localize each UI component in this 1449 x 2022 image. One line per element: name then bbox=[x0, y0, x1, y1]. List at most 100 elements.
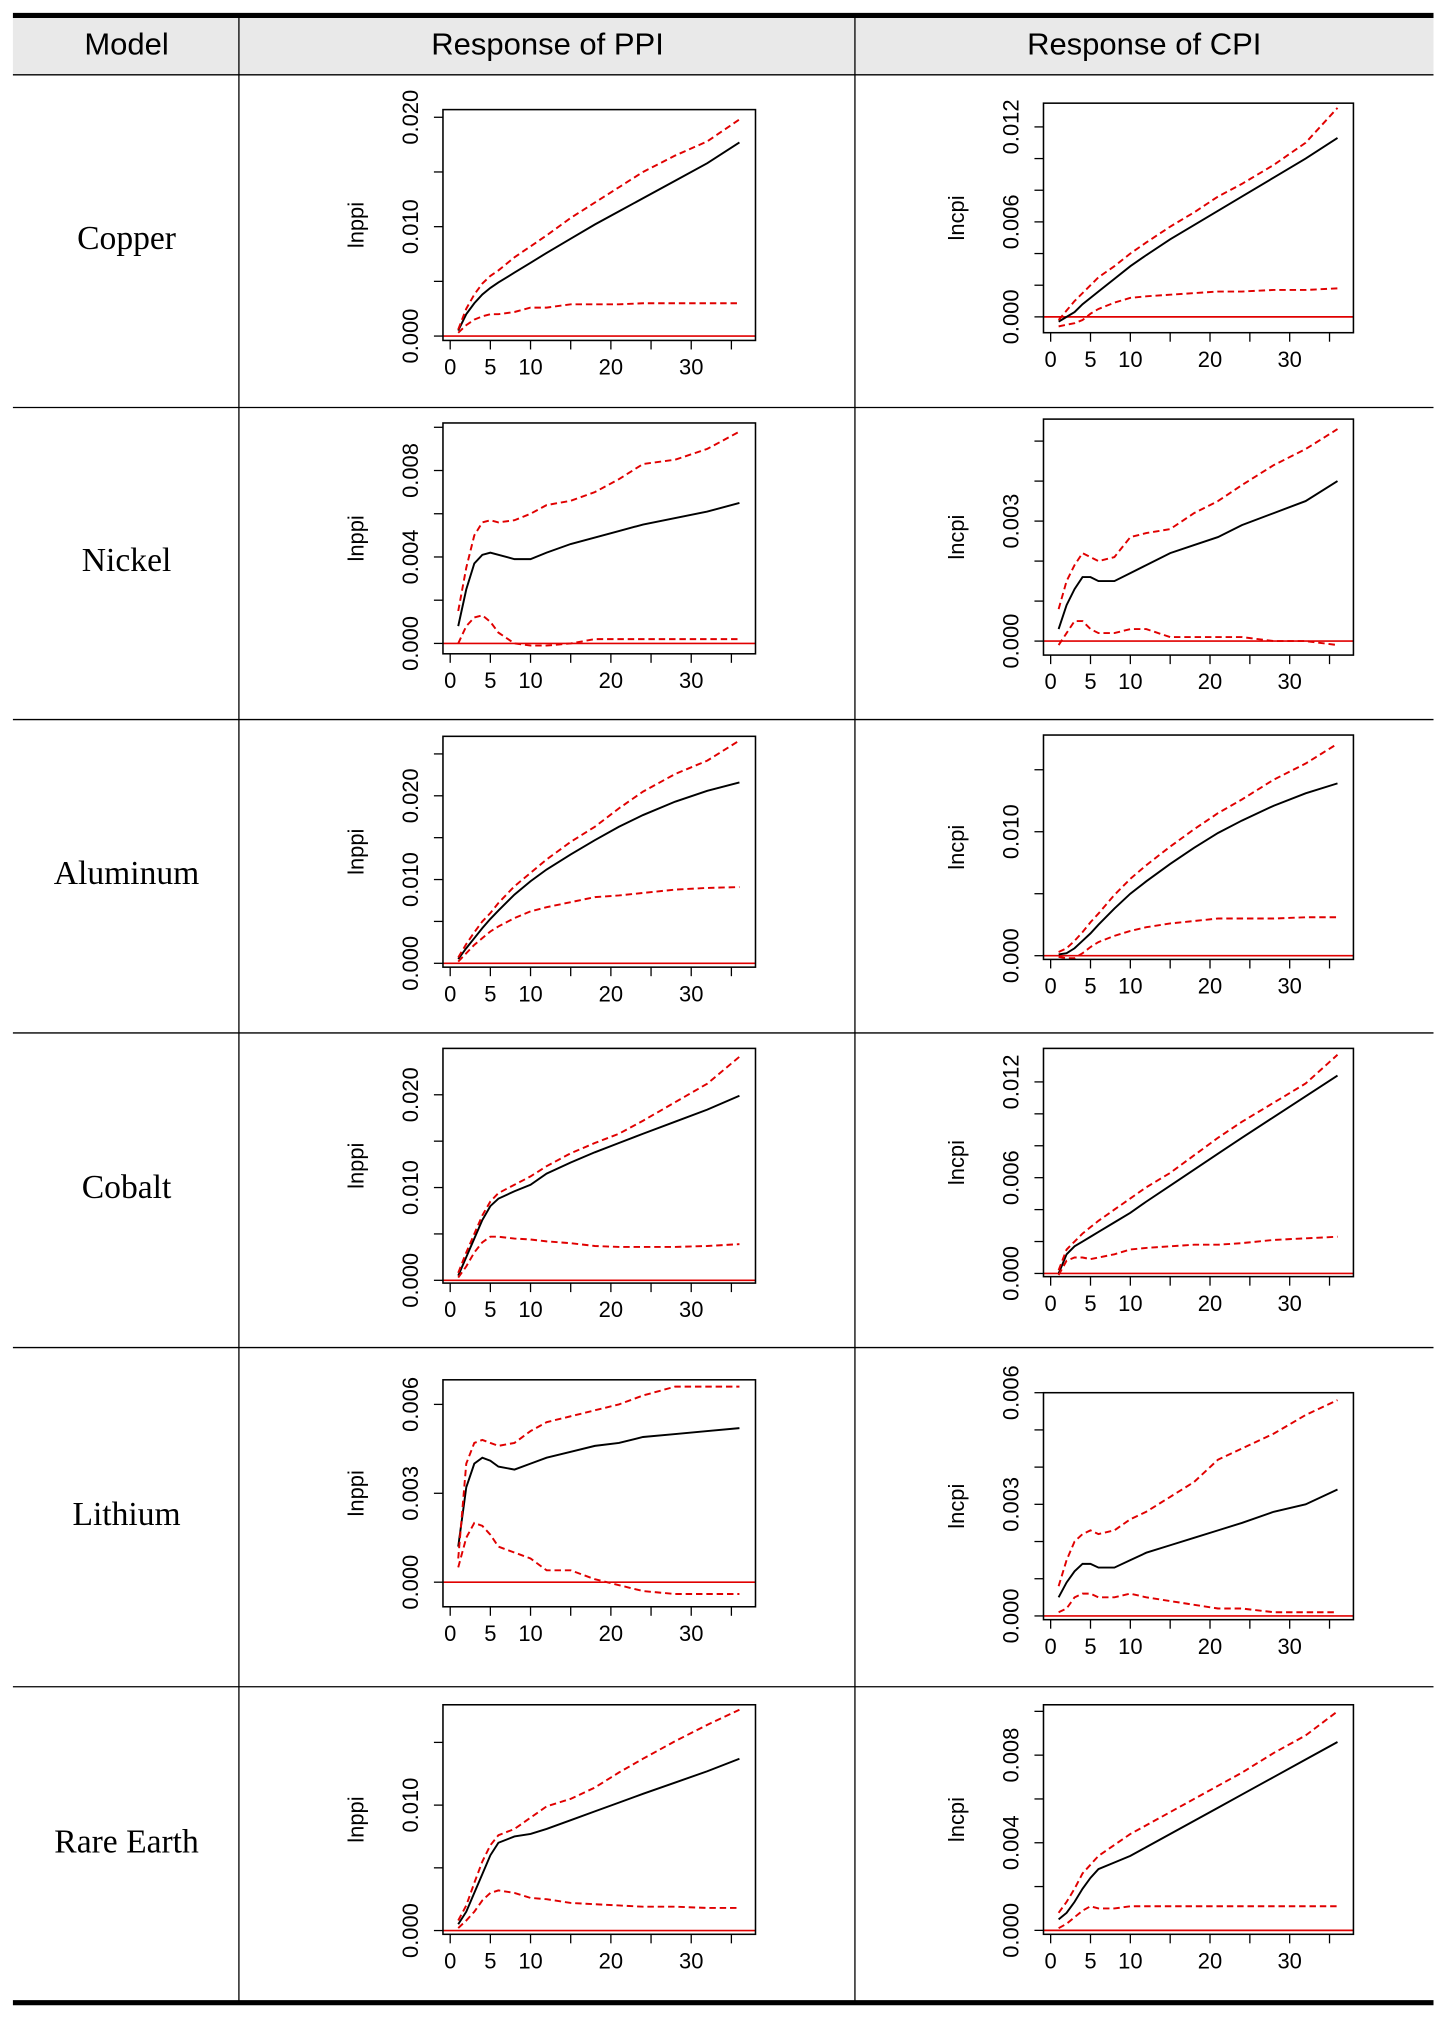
y-axis-title: lncpi bbox=[944, 825, 969, 870]
x-tick-label: 10 bbox=[518, 1297, 542, 1322]
y-axis-title: lnppi bbox=[344, 1796, 369, 1842]
x-tick-label: 20 bbox=[1198, 347, 1222, 372]
series-line bbox=[1057, 1710, 1339, 1914]
x-tick-label: 5 bbox=[1084, 1948, 1096, 1973]
series-line bbox=[457, 739, 740, 958]
y-tick-label: 0.000 bbox=[398, 936, 423, 991]
y-tick-label: 0.020 bbox=[398, 768, 423, 823]
x-tick-label: 20 bbox=[599, 1948, 623, 1973]
x-tick-label: 0 bbox=[1045, 669, 1057, 694]
y-tick-label: 0.000 bbox=[398, 1253, 423, 1308]
header-background bbox=[12, 15, 1434, 75]
series-line bbox=[457, 430, 740, 612]
series-line bbox=[457, 1055, 741, 1274]
y-tick-label: 0.012 bbox=[998, 1055, 1023, 1110]
plot-box bbox=[442, 108, 757, 342]
y-tick-label: 0.012 bbox=[998, 99, 1023, 154]
series-line bbox=[1058, 137, 1339, 323]
x-tick-label: 10 bbox=[1118, 974, 1142, 999]
series-line bbox=[1058, 1741, 1338, 1921]
plot-box bbox=[1042, 1391, 1355, 1621]
series-line bbox=[1057, 428, 1339, 610]
x-tick-label: 10 bbox=[518, 668, 542, 693]
x-tick-label: 0 bbox=[1045, 1291, 1057, 1316]
y-axis-title: lnppi bbox=[344, 515, 369, 561]
y-axis-title: lncpi bbox=[944, 1797, 969, 1842]
series-line bbox=[1057, 1074, 1339, 1274]
y-tick-label: 0.006 bbox=[998, 194, 1023, 249]
model-name: Lithium bbox=[72, 1496, 180, 1533]
y-tick-label: 0.000 bbox=[998, 1246, 1023, 1301]
plot-box bbox=[442, 1379, 757, 1608]
x-tick-label: 0 bbox=[1045, 974, 1057, 999]
y-tick-label: 0.000 bbox=[998, 614, 1023, 669]
y-tick-label: 0.000 bbox=[398, 309, 423, 364]
x-tick-label: 5 bbox=[484, 355, 496, 380]
x-tick-label: 30 bbox=[1277, 1948, 1301, 1973]
y-tick-label: 0.010 bbox=[398, 852, 423, 907]
series-line bbox=[457, 1094, 740, 1277]
x-tick-label: 20 bbox=[1198, 1948, 1222, 1973]
x-tick-label: 30 bbox=[679, 1948, 703, 1973]
header-cell: Response of CPI bbox=[1027, 27, 1261, 62]
series-line bbox=[457, 781, 740, 960]
x-tick-label: 30 bbox=[679, 981, 703, 1006]
model-name: Aluminum bbox=[54, 855, 199, 892]
y-axis-title: lncpi bbox=[944, 515, 969, 560]
model-name: Copper bbox=[77, 220, 176, 257]
x-tick-label: 10 bbox=[518, 1948, 542, 1973]
x-tick-label: 20 bbox=[1198, 1291, 1222, 1316]
x-tick-label: 5 bbox=[1084, 347, 1096, 372]
y-tick-label: 0.008 bbox=[398, 443, 423, 498]
x-tick-label: 10 bbox=[518, 981, 542, 1006]
y-axis-title: lncpi bbox=[944, 1484, 969, 1529]
series-line bbox=[1057, 1488, 1338, 1598]
x-tick-label: 30 bbox=[679, 1297, 703, 1322]
x-tick-label: 0 bbox=[444, 1948, 456, 1973]
x-tick-label: 0 bbox=[444, 1297, 456, 1322]
y-axis-title: lncpi bbox=[944, 1140, 969, 1185]
x-tick-label: 10 bbox=[1118, 1948, 1142, 1973]
series-line bbox=[457, 141, 740, 332]
plot-box bbox=[1042, 418, 1355, 656]
model-name: Nickel bbox=[82, 542, 171, 579]
x-tick-label: 30 bbox=[1277, 347, 1301, 372]
y-tick-label: 0.004 bbox=[398, 530, 423, 585]
x-tick-label: 0 bbox=[444, 1621, 456, 1646]
x-tick-label: 5 bbox=[1084, 669, 1096, 694]
plot-box bbox=[442, 735, 757, 968]
x-tick-label: 5 bbox=[484, 981, 496, 1006]
x-tick-label: 20 bbox=[599, 668, 623, 693]
series-line bbox=[1058, 742, 1339, 953]
series-line bbox=[457, 1385, 740, 1559]
y-axis-title: lnppi bbox=[344, 829, 369, 875]
y-tick-label: 0.003 bbox=[398, 1466, 423, 1521]
plot-box bbox=[1042, 1047, 1355, 1278]
x-tick-label: 5 bbox=[484, 1948, 496, 1973]
y-tick-label: 0.000 bbox=[398, 1555, 423, 1610]
x-tick-label: 5 bbox=[1084, 974, 1096, 999]
x-tick-label: 5 bbox=[1084, 1634, 1096, 1659]
x-tick-label: 5 bbox=[484, 1297, 496, 1322]
series-line bbox=[1058, 1592, 1338, 1614]
x-tick-label: 30 bbox=[679, 1621, 703, 1646]
series-line bbox=[457, 1521, 740, 1595]
x-tick-label: 30 bbox=[1277, 1291, 1301, 1316]
header-cell: Model bbox=[84, 27, 168, 62]
y-tick-label: 0.010 bbox=[398, 1778, 423, 1833]
series-line bbox=[457, 614, 740, 647]
series-line bbox=[1057, 1399, 1338, 1587]
y-tick-label: 0.020 bbox=[398, 90, 423, 145]
series-line bbox=[457, 118, 740, 330]
x-tick-label: 0 bbox=[1045, 1634, 1057, 1659]
y-axis-title: lnppi bbox=[344, 1143, 369, 1189]
series-line bbox=[1057, 1054, 1339, 1271]
series-line bbox=[1057, 107, 1339, 321]
x-tick-label: 20 bbox=[1198, 1634, 1222, 1659]
plot-box bbox=[442, 1047, 757, 1284]
series-line bbox=[1058, 782, 1338, 956]
x-tick-label: 5 bbox=[484, 668, 496, 693]
series-line bbox=[457, 501, 740, 627]
series-line bbox=[1058, 1905, 1338, 1930]
